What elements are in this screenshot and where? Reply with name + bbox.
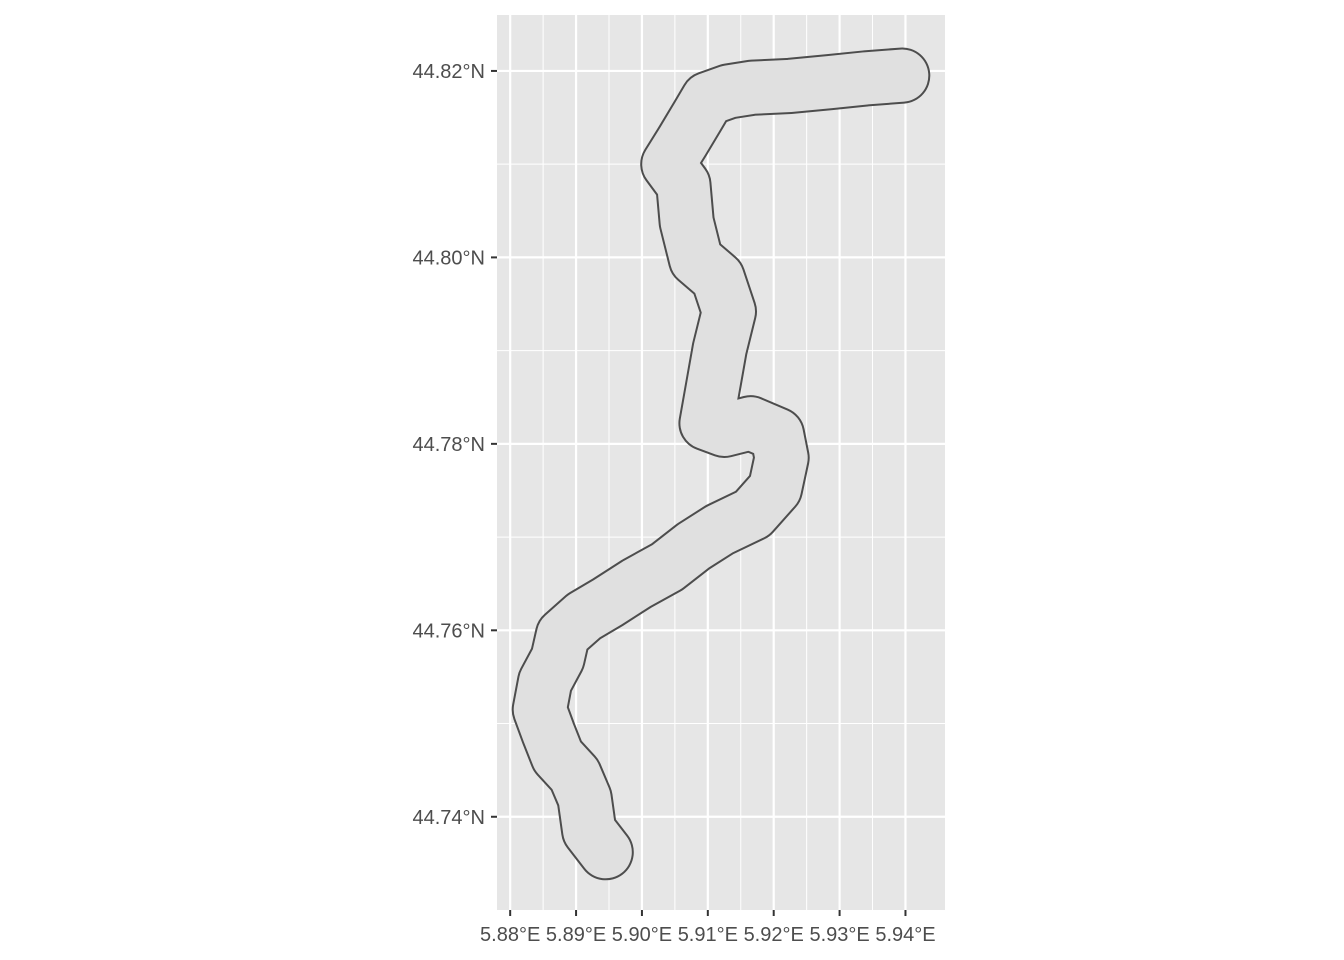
x-tick-label: 5.94°E [875, 924, 935, 946]
x-tick-label: 5.93°E [809, 924, 869, 946]
y-tick-label: 44.74°N [413, 807, 486, 829]
y-tick-label: 44.76°N [413, 620, 486, 642]
y-tick-label: 44.80°N [413, 247, 486, 269]
x-tick-label: 5.92°E [744, 924, 804, 946]
y-tick-label: 44.82°N [413, 61, 486, 83]
x-tick-label: 5.88°E [480, 924, 540, 946]
y-axis: 44.74°N 44.76°N 44.78°N 44.80°N 44.82°N [413, 61, 497, 829]
route-buffer-polygon [513, 49, 929, 879]
x-tick-label: 5.91°E [678, 924, 738, 946]
x-tick-label: 5.89°E [546, 924, 606, 946]
x-tick-label: 5.90°E [612, 924, 672, 946]
y-tick-label: 44.78°N [413, 434, 486, 456]
route-fill [513, 49, 929, 879]
x-axis: 5.88°E 5.89°E 5.90°E 5.91°E 5.92°E 5.93°E 5.94… [480, 910, 936, 946]
